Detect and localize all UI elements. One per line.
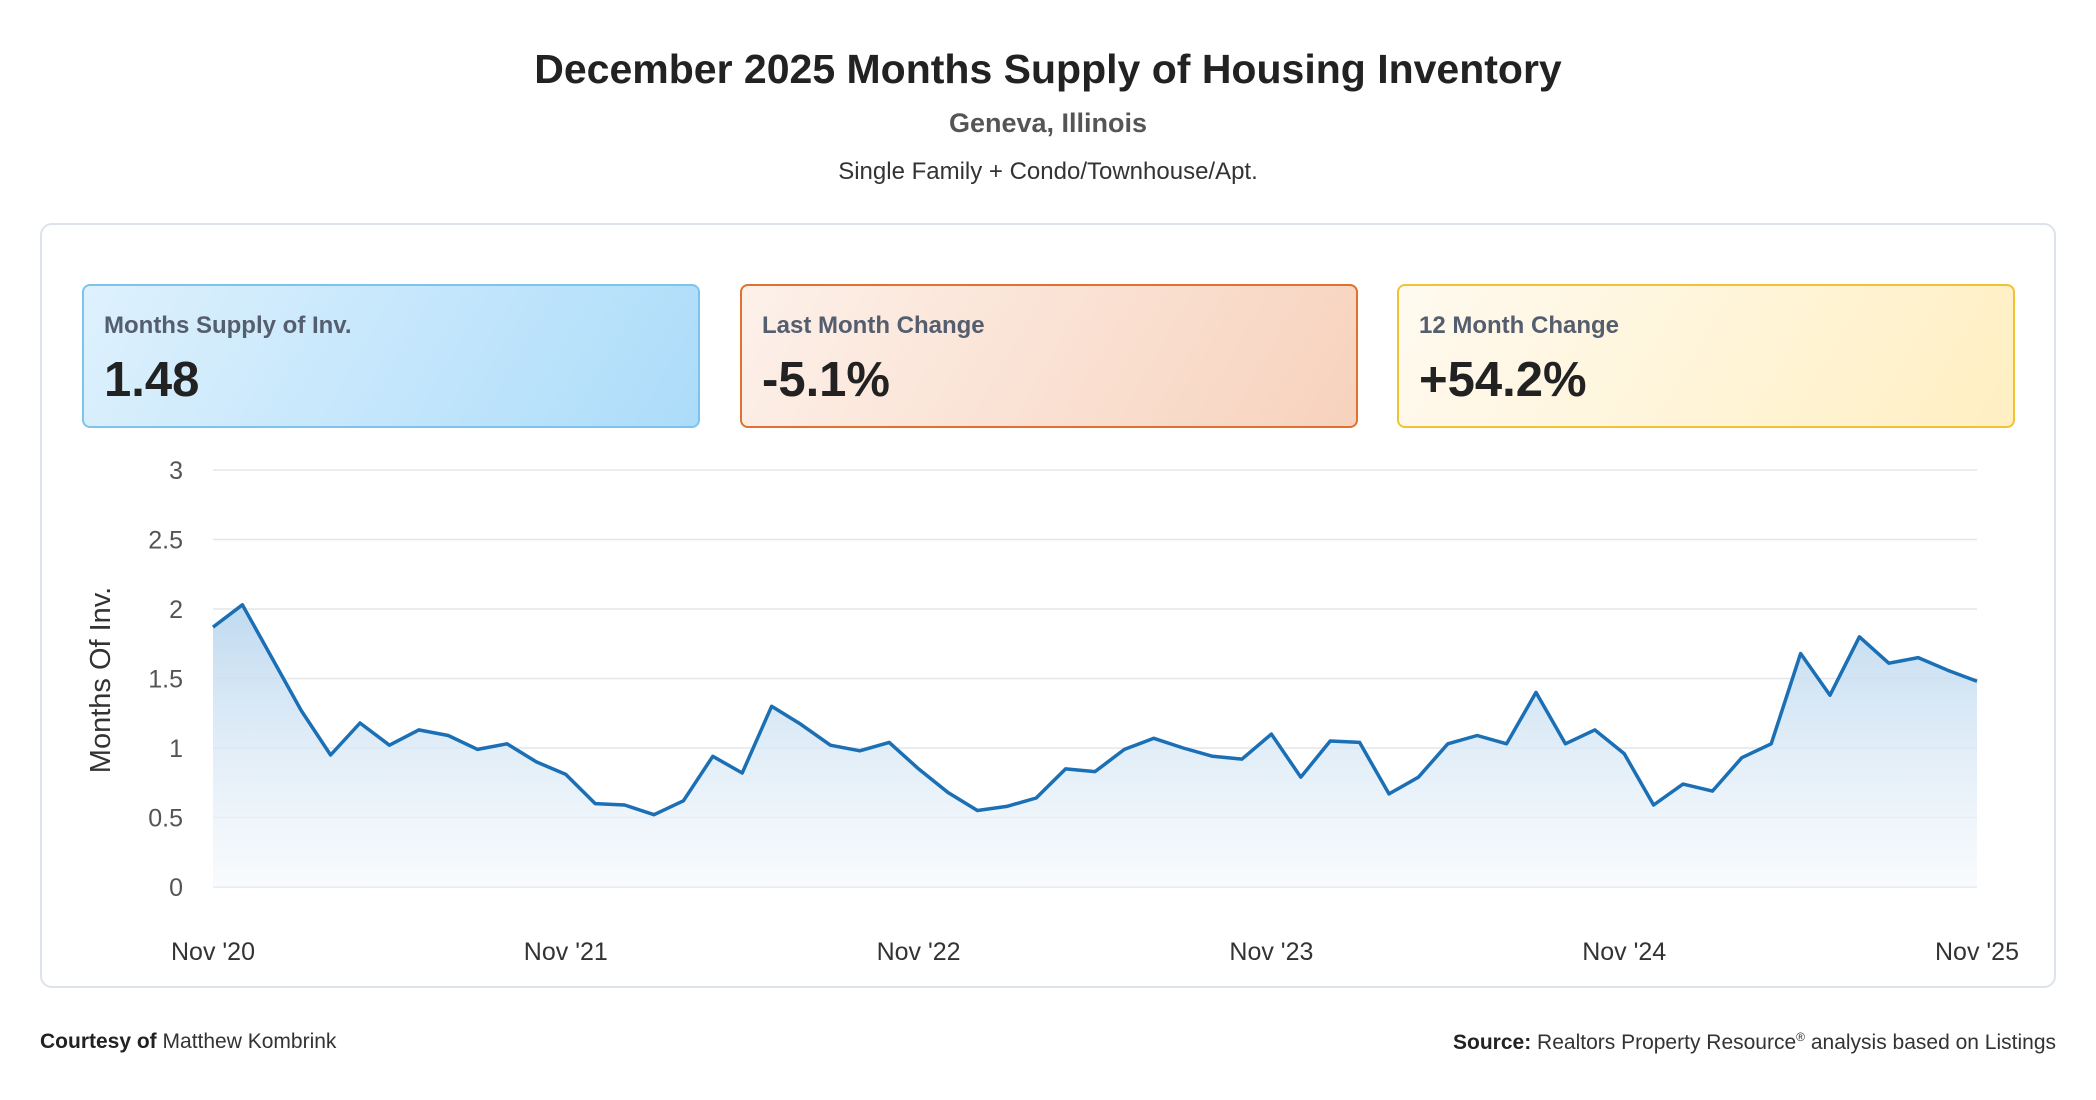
y-axis-label: Months Of Inv.	[85, 587, 117, 773]
registered-mark: ®	[1796, 1030, 1805, 1044]
x-tick-label: Nov '21	[524, 938, 608, 966]
source-text: Realtors Property Resource	[1537, 1031, 1797, 1054]
last-month-change-value: -5.1%	[762, 353, 891, 407]
x-tick-label: Nov '20	[171, 938, 255, 966]
x-tick-label: Nov '22	[877, 938, 961, 966]
y-tick-label: 1.5	[148, 666, 183, 694]
months-supply-chart: 00.511.522.53 Nov '20 Nov '21 Nov '22 Nov '…	[85, 457, 2019, 966]
twelve-month-change-value: +54.2%	[1419, 353, 1587, 407]
y-tick-label: 2	[169, 596, 183, 624]
source-line: Source: Realtors Property Resource® anal…	[1453, 1030, 2056, 1055]
courtesy-name: Matthew Kombrink	[162, 1030, 337, 1053]
x-tick-label: Nov '25	[1935, 938, 2019, 966]
twelve-month-change-card: 12 Month Change +54.2%	[1397, 284, 2015, 428]
months-supply-card: Months Supply of Inv. 1.48	[82, 284, 700, 428]
chart-title: December 2025 Months Supply of Housing I…	[534, 46, 1562, 92]
courtesy-line: Courtesy of Matthew Kombrink	[40, 1030, 336, 1054]
y-tick-label: 0.5	[148, 805, 183, 833]
supply-line	[211, 603, 1978, 817]
property-segment: Single Family + Condo/Townhouse/Apt.	[838, 158, 1258, 185]
source-label: Source:	[1453, 1031, 1532, 1054]
y-tick-label: 1	[169, 735, 183, 763]
x-tick-label: Nov '24	[1582, 938, 1666, 966]
y-tick-label: 2.5	[148, 527, 183, 555]
months-supply-value: 1.48	[104, 353, 200, 407]
source-suffix: analysis based on Listings	[1810, 1031, 2056, 1054]
last-month-change-label: Last Month Change	[762, 312, 985, 339]
supply-area	[213, 604, 1977, 887]
courtesy-label: Courtesy of	[40, 1030, 157, 1053]
months-supply-label: Months Supply of Inv.	[104, 312, 352, 339]
y-tick-label: 0	[169, 874, 183, 902]
y-tick-label: 3	[169, 457, 183, 485]
twelve-month-change-label: 12 Month Change	[1419, 312, 1620, 339]
y-axis-ticks: 0 0.5 1 1.5 2 2.5 3	[148, 457, 183, 902]
last-month-change-card: Last Month Change -5.1%	[740, 284, 1358, 428]
x-axis-ticks: Nov '20 Nov '21 Nov '22 Nov '23 Nov '24 Nov '…	[171, 938, 2019, 966]
x-tick-label: Nov '23	[1229, 938, 1313, 966]
location-subtitle: Geneva, Illinois	[948, 108, 1148, 138]
